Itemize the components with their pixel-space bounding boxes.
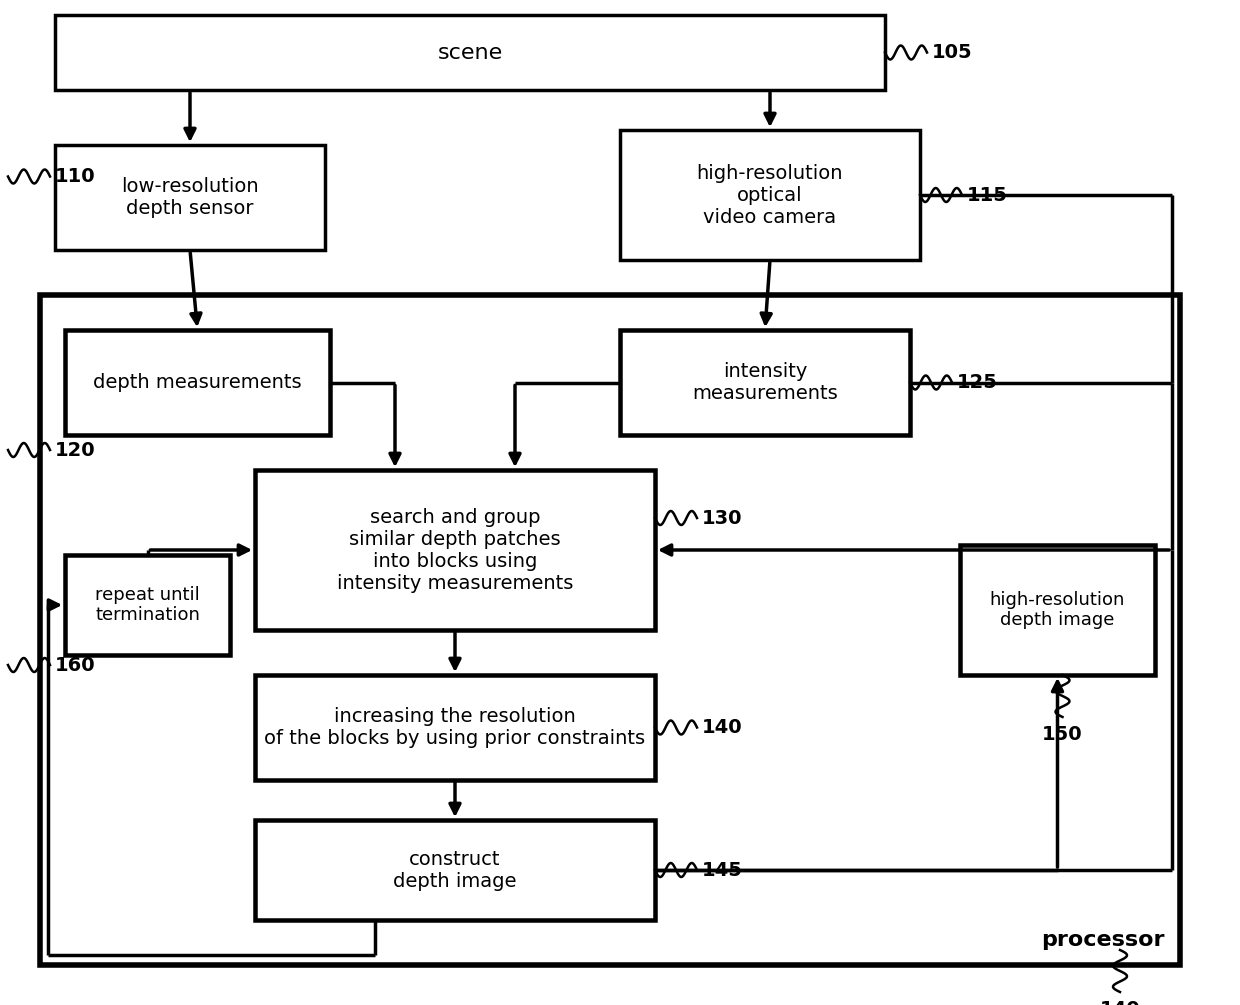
Bar bbox=[255, 820, 655, 920]
Text: scene: scene bbox=[438, 42, 502, 62]
Text: 120: 120 bbox=[55, 440, 95, 459]
Text: low-resolution
depth sensor: low-resolution depth sensor bbox=[122, 177, 259, 218]
Text: 110: 110 bbox=[55, 167, 95, 186]
Text: 150: 150 bbox=[1042, 725, 1083, 744]
Text: search and group
similar depth patches
into blocks using
intensity measurements: search and group similar depth patches i… bbox=[337, 508, 573, 593]
Bar bbox=[255, 470, 655, 630]
Text: 145: 145 bbox=[702, 860, 743, 879]
Bar bbox=[55, 145, 325, 250]
Bar bbox=[620, 330, 910, 435]
Text: 130: 130 bbox=[702, 509, 743, 528]
Text: high-resolution
depth image: high-resolution depth image bbox=[990, 591, 1125, 629]
Text: 140: 140 bbox=[1100, 1000, 1141, 1005]
Text: processor: processor bbox=[1042, 930, 1166, 950]
Text: 140: 140 bbox=[702, 718, 743, 737]
Text: 160: 160 bbox=[55, 655, 95, 674]
Text: 125: 125 bbox=[957, 373, 998, 392]
Text: increasing the resolution
of the blocks by using prior constraints: increasing the resolution of the blocks … bbox=[264, 707, 646, 748]
Bar bbox=[960, 545, 1154, 675]
Text: intensity
measurements: intensity measurements bbox=[692, 362, 838, 403]
Text: construct
depth image: construct depth image bbox=[393, 849, 517, 890]
Text: 105: 105 bbox=[932, 43, 972, 62]
Bar bbox=[64, 330, 330, 435]
Text: 115: 115 bbox=[967, 186, 1008, 204]
Bar bbox=[255, 675, 655, 780]
Bar bbox=[64, 555, 229, 655]
Bar bbox=[40, 295, 1180, 965]
Text: high-resolution
optical
video camera: high-resolution optical video camera bbox=[697, 164, 843, 226]
Text: repeat until
termination: repeat until termination bbox=[95, 586, 200, 624]
Bar bbox=[55, 15, 885, 90]
Bar bbox=[620, 130, 920, 260]
Text: depth measurements: depth measurements bbox=[93, 373, 301, 392]
